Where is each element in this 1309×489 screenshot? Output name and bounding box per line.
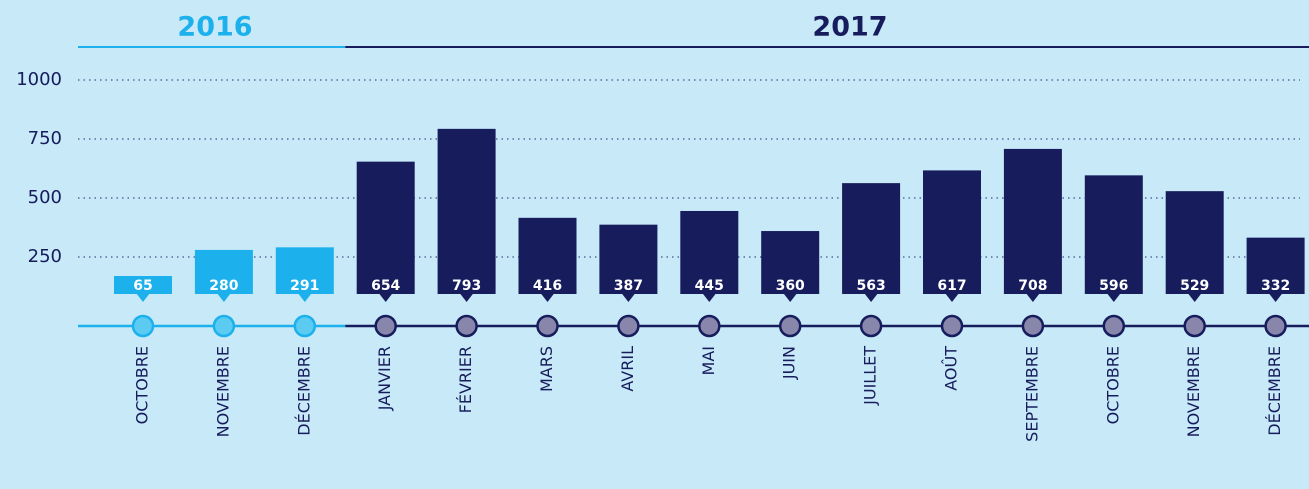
label-pointer	[459, 293, 474, 302]
bar	[923, 170, 981, 294]
label-pointer	[136, 293, 150, 302]
timeline-dot	[374, 314, 397, 338]
label-pointer	[783, 293, 798, 302]
value-label: 387	[614, 278, 643, 294]
y-tick-label: 250	[28, 246, 62, 267]
x-tick-label: FÉVRIER	[456, 346, 475, 413]
value-label: 708	[1018, 278, 1047, 294]
timeline-dot	[212, 314, 236, 338]
timeline-dot	[859, 314, 883, 338]
label-pointer	[540, 293, 555, 302]
x-tick-label: JUILLET	[861, 346, 880, 406]
label-pointer	[216, 293, 231, 302]
label-pointer	[378, 293, 393, 302]
y-tick-label: 500	[28, 187, 62, 208]
timeline-dot	[455, 314, 478, 338]
bar	[599, 224, 658, 294]
year-label: 2017	[812, 12, 887, 43]
bar	[761, 231, 820, 294]
timeline-dot	[1183, 314, 1206, 338]
label-pointer	[702, 293, 717, 302]
label-pointer	[864, 293, 879, 302]
timeline-dot	[940, 314, 964, 338]
timeline-dot	[131, 314, 155, 338]
bar	[1165, 191, 1224, 294]
label-pointer	[621, 293, 636, 302]
value-label: 654	[371, 278, 400, 294]
bar	[518, 217, 577, 294]
bar	[1246, 237, 1305, 294]
value-label: 291	[290, 278, 319, 294]
timeline-dot	[1021, 314, 1045, 338]
label-pointer	[945, 293, 959, 302]
value-label: 617	[937, 278, 966, 294]
value-label: 416	[533, 278, 562, 294]
timeline-dot	[1102, 314, 1126, 338]
timeline-dot	[293, 314, 317, 338]
x-tick-label: SEPTEMBRE	[1022, 346, 1041, 442]
bar	[437, 128, 496, 294]
value-label: 793	[452, 278, 481, 294]
value-label: 529	[1180, 278, 1209, 294]
timeline-dot	[1264, 314, 1287, 338]
bar	[1084, 175, 1143, 294]
value-label: 280	[209, 278, 238, 294]
value-label: 360	[776, 278, 805, 294]
value-label: 65	[133, 278, 152, 294]
bar	[1003, 148, 1062, 294]
label-pointer	[1268, 293, 1283, 302]
bar	[680, 210, 739, 294]
timeline-dot	[617, 314, 640, 338]
value-label: 445	[695, 278, 724, 294]
value-label: 563	[856, 278, 885, 294]
x-tick-label: MAI	[699, 346, 718, 375]
timeline-dot	[536, 314, 559, 338]
bar	[356, 161, 415, 294]
x-tick-label: NOVEMBRE	[1184, 346, 1203, 437]
x-tick-label: JUIN	[780, 346, 799, 380]
bar	[114, 276, 172, 294]
x-tick-label: OCTOBRE	[133, 346, 152, 424]
x-tick-label: JANVIER	[375, 346, 394, 411]
label-pointer	[297, 293, 312, 302]
x-tick-label: DÉCEMBRE	[1265, 346, 1284, 436]
label-pointer	[1025, 293, 1040, 302]
bar	[842, 183, 901, 294]
bar	[194, 249, 253, 294]
bar	[275, 247, 334, 294]
value-label: 332	[1261, 278, 1290, 294]
y-tick-label: 1000	[16, 69, 62, 90]
label-pointer	[1187, 293, 1202, 302]
year-label: 2016	[177, 12, 252, 43]
x-tick-label: AVRIL	[618, 346, 637, 392]
label-pointer	[1106, 293, 1121, 302]
y-tick-label: 750	[28, 128, 62, 149]
x-tick-label: DÉCEMBRE	[294, 346, 313, 436]
x-tick-label: NOVEMBRE	[213, 346, 232, 437]
timeline-dot	[698, 314, 721, 338]
timeline-dot	[778, 314, 802, 338]
x-tick-label: AOÛT	[942, 346, 961, 391]
value-label: 596	[1099, 278, 1128, 294]
x-tick-label: OCTOBRE	[1103, 346, 1122, 424]
x-tick-label: MARS	[537, 346, 556, 392]
